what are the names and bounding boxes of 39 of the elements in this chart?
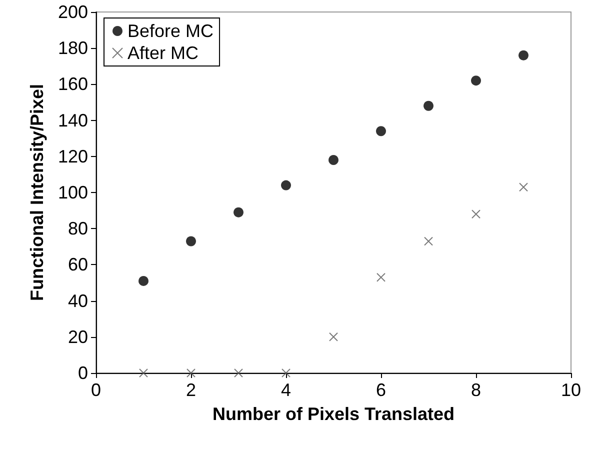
y-tick-label: 40 <box>68 290 88 311</box>
x-tick-label: 2 <box>186 380 196 400</box>
y-tick-label: 80 <box>68 218 88 239</box>
point <box>424 100 434 111</box>
x-tick-label: 10 <box>560 380 582 400</box>
y-tick-label: 140 <box>58 110 88 130</box>
point <box>139 368 148 378</box>
point <box>281 180 291 190</box>
point <box>234 368 243 378</box>
y-tick-label: 60 <box>68 254 88 275</box>
point <box>471 76 481 86</box>
x-tick-label: 0 <box>90 380 102 400</box>
x-tick-label: 6 <box>376 380 386 400</box>
point <box>519 182 528 192</box>
x-tick-label: 4 <box>280 380 292 400</box>
legend-label: After MC <box>128 43 199 63</box>
x-axis-title: Number of Pixels Translated <box>212 404 455 424</box>
point <box>518 50 528 60</box>
x-tick-label: 8 <box>470 380 482 400</box>
point <box>376 272 386 282</box>
y-tick-label: 200 <box>58 2 88 22</box>
point <box>186 236 196 246</box>
y-tick-label: 160 <box>58 74 88 94</box>
y-tick-label: 120 <box>58 146 88 166</box>
point <box>329 332 338 342</box>
y-tick-label: 20 <box>68 326 88 347</box>
point <box>472 210 480 219</box>
y-tick-label: 100 <box>58 182 88 202</box>
point <box>234 207 244 218</box>
point <box>282 368 290 378</box>
y-axis-title: Functional Intensity/Pixel <box>27 84 47 302</box>
point <box>376 126 386 136</box>
point <box>328 155 338 166</box>
point <box>186 368 196 378</box>
legend-label: Before MC <box>128 21 214 41</box>
point <box>138 276 148 286</box>
point <box>424 236 433 246</box>
y-tick-label: 180 <box>58 38 88 58</box>
y-tick-label: 0 <box>78 363 88 383</box>
